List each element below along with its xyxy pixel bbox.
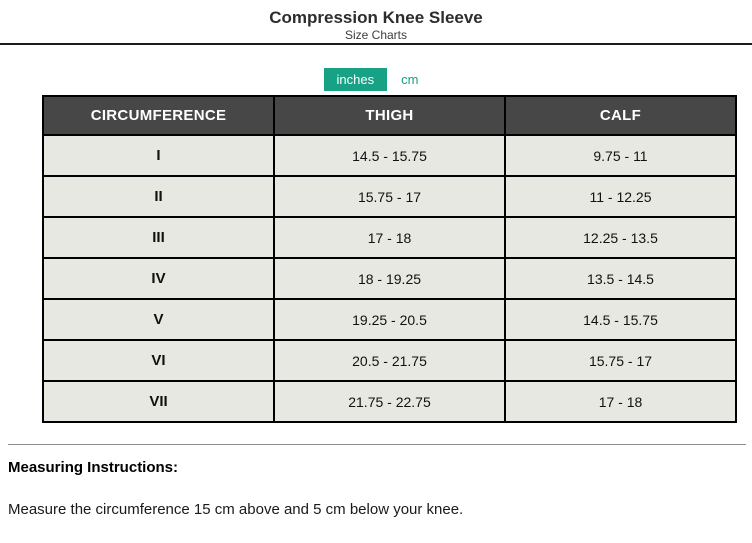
- table-row: V 19.25 - 20.5 14.5 - 15.75: [42, 298, 737, 341]
- calf-cell: 11 - 12.25: [504, 175, 737, 218]
- measuring-instructions-text: Measure the circumference 15 cm above an…: [8, 501, 464, 518]
- calf-cell: 9.75 - 11: [504, 134, 737, 177]
- table-row: III 17 - 18 12.25 - 13.5: [42, 216, 737, 259]
- footer-divider: [8, 444, 746, 445]
- calf-cell: 14.5 - 15.75: [504, 298, 737, 341]
- measuring-instructions-heading: Measuring Instructions:: [8, 459, 179, 476]
- thigh-cell: 20.5 - 21.75: [273, 339, 506, 382]
- thigh-cell: 15.75 - 17: [273, 175, 506, 218]
- page-title: Compression Knee Sleeve: [269, 8, 483, 27]
- size-cell: VII: [42, 380, 275, 423]
- calf-cell: 15.75 - 17: [504, 339, 737, 382]
- table-row: I 14.5 - 15.75 9.75 - 11: [42, 134, 737, 177]
- table-header-row: CIRCUMFERENCE THIGH CALF: [42, 95, 737, 136]
- size-cell: VI: [42, 339, 275, 382]
- size-cell: II: [42, 175, 275, 218]
- unit-toggle: inches cm: [0, 68, 752, 91]
- size-cell: III: [42, 216, 275, 259]
- size-cell: V: [42, 298, 275, 341]
- header-divider: [0, 43, 752, 45]
- column-header-thigh: THIGH: [273, 95, 506, 136]
- thigh-cell: 21.75 - 22.75: [273, 380, 506, 423]
- thigh-cell: 14.5 - 15.75: [273, 134, 506, 177]
- page-header: Compression Knee Sleeve Size Charts: [0, 8, 752, 43]
- column-header-calf: CALF: [504, 95, 737, 136]
- size-cell: I: [42, 134, 275, 177]
- thigh-cell: 19.25 - 20.5: [273, 298, 506, 341]
- table-row: VII 21.75 - 22.75 17 - 18: [42, 380, 737, 423]
- column-header-circumference: CIRCUMFERENCE: [42, 95, 275, 136]
- inches-toggle-button[interactable]: inches: [323, 68, 388, 91]
- size-cell: IV: [42, 257, 275, 300]
- page-subtitle: Size Charts: [344, 28, 408, 42]
- calf-cell: 12.25 - 13.5: [504, 216, 737, 259]
- calf-cell: 17 - 18: [504, 380, 737, 423]
- table-row: II 15.75 - 17 11 - 12.25: [42, 175, 737, 218]
- cm-toggle-button[interactable]: cm: [391, 68, 428, 91]
- thigh-cell: 18 - 19.25: [273, 257, 506, 300]
- thigh-cell: 17 - 18: [273, 216, 506, 259]
- calf-cell: 13.5 - 14.5: [504, 257, 737, 300]
- table-row: IV 18 - 19.25 13.5 - 14.5: [42, 257, 737, 300]
- table-row: VI 20.5 - 21.75 15.75 - 17: [42, 339, 737, 382]
- size-chart-table: CIRCUMFERENCE THIGH CALF I 14.5 - 15.75 …: [42, 95, 737, 423]
